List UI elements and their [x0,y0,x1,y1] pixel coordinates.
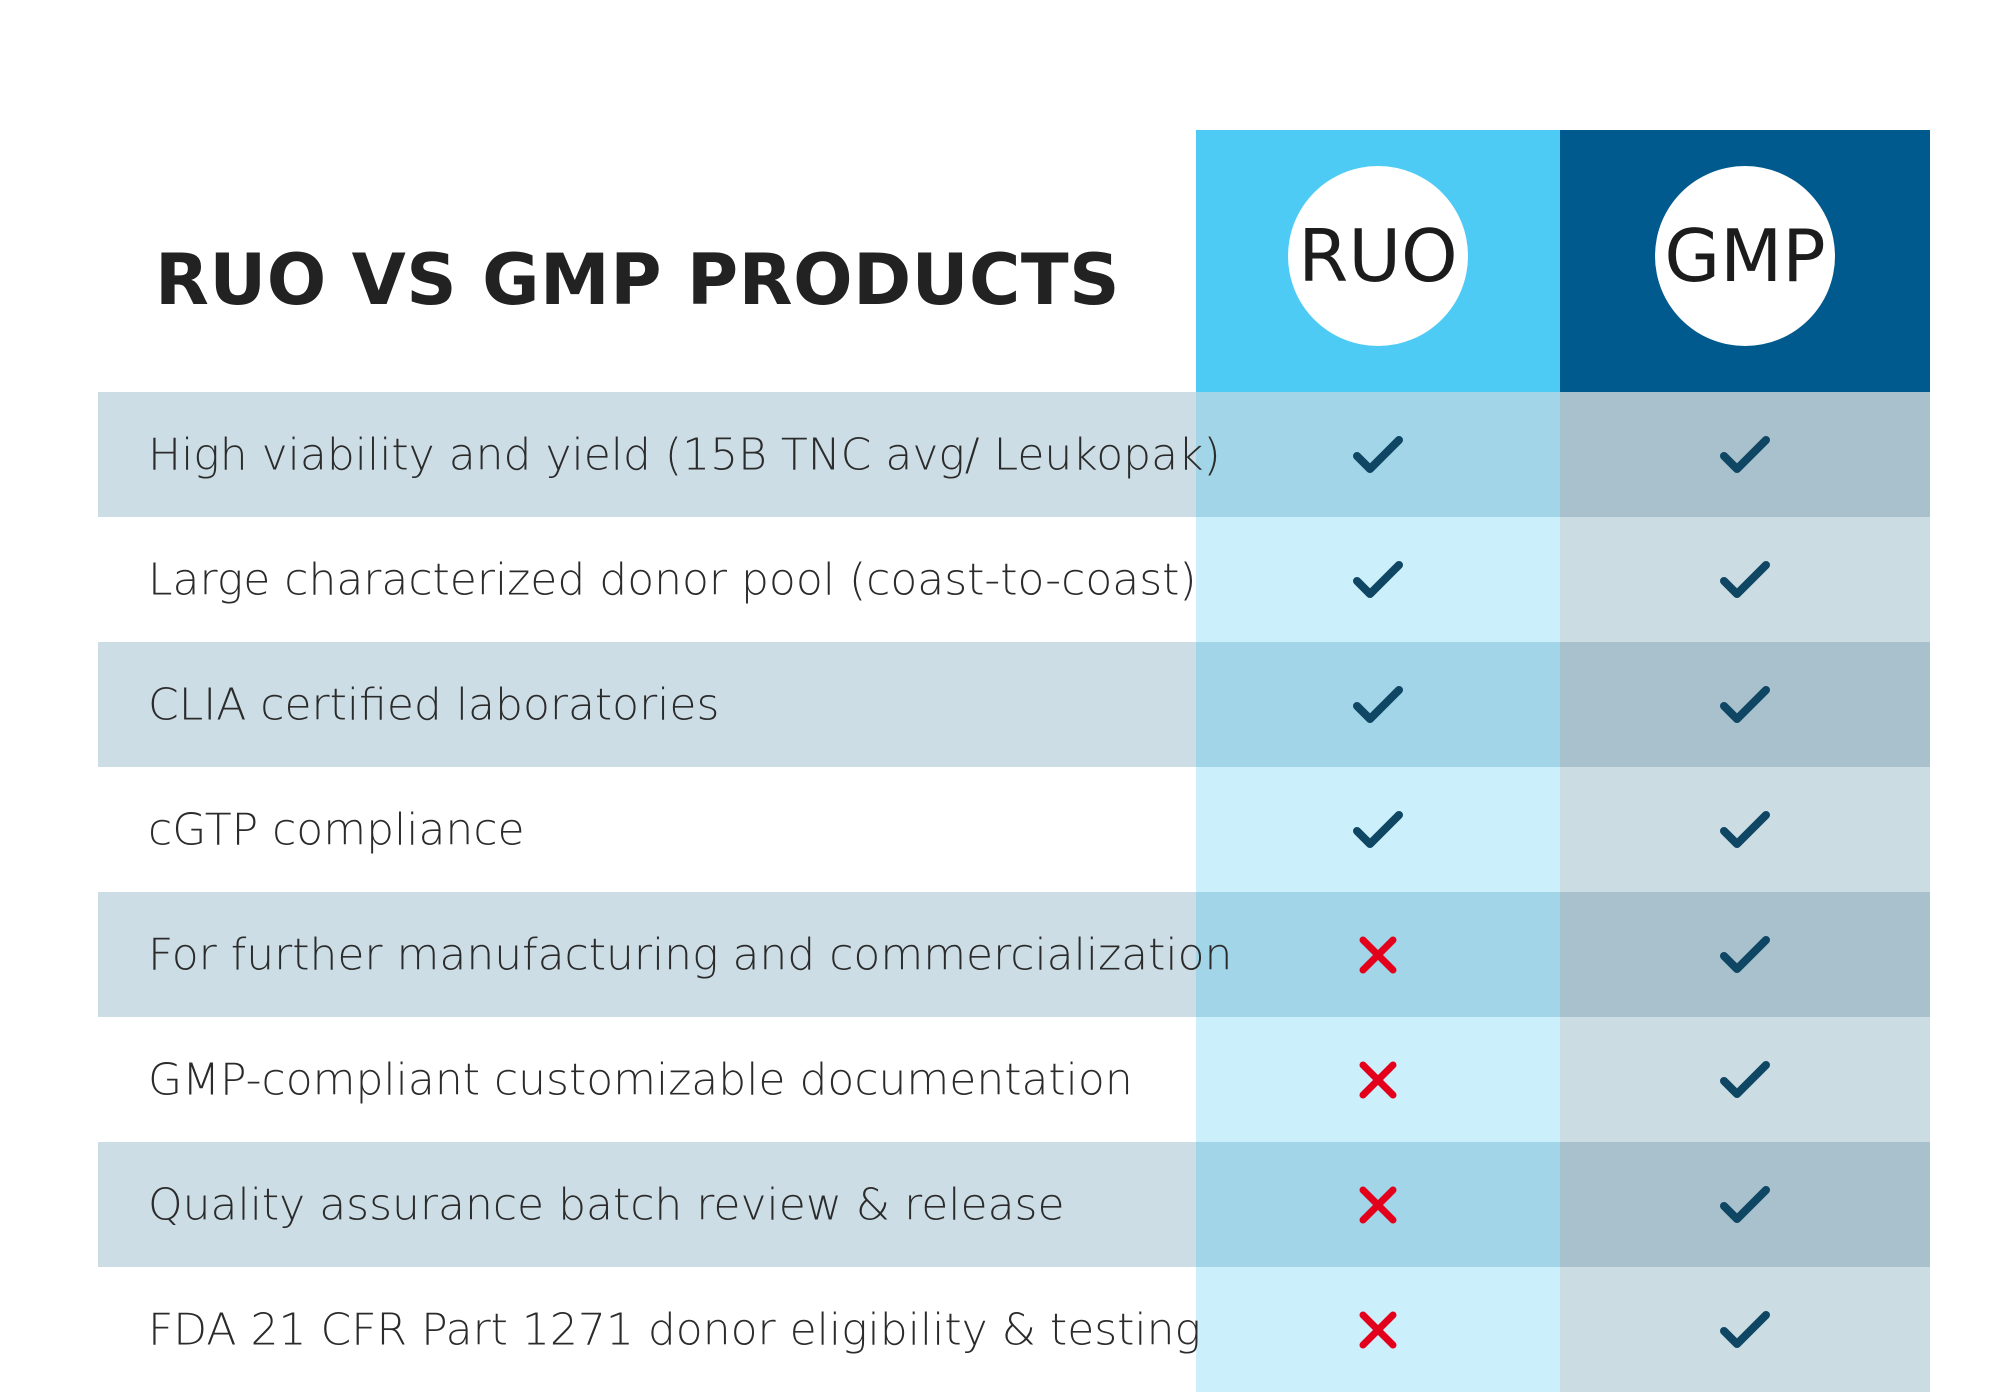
cross-icon [1358,935,1398,975]
feature-label: Large characterized donor pool (coast-to… [148,554,1197,605]
gmp-cell [1560,892,1930,1017]
table-row: High viability and yield (15B TNC avg/ L… [98,392,1930,517]
ruo-cell [1196,892,1560,1017]
check-icon [1353,560,1403,600]
table-row: FDA 21 CFR Part 1271 donor eligibility &… [98,1267,1930,1392]
feature-cell: For further manufacturing and commercial… [98,892,1232,1017]
feature-label: Quality assurance batch review & release [148,1179,1065,1230]
check-icon [1353,810,1403,850]
feature-label: For further manufacturing and commercial… [148,929,1233,980]
feature-cell: FDA 21 CFR Part 1271 donor eligibility &… [98,1267,1201,1392]
ruo-cell [1196,1142,1560,1267]
feature-label: cGTP compliance [148,804,525,855]
check-icon [1720,935,1770,975]
page-title: RUO VS GMP PRODUCTS [155,239,1121,321]
ruo-cell [1196,642,1560,767]
gmp-cell [1560,1142,1930,1267]
gmp-column-header: GMP [1560,130,1930,392]
gmp-cell [1560,642,1930,767]
ruo-cell [1196,517,1560,642]
feature-label: GMP-compliant customizable documentation [148,1054,1133,1105]
cross-icon [1358,1060,1398,1100]
table-row: Large characterized donor pool (coast-to… [98,517,1930,642]
ruo-column-header: RUO [1196,130,1560,392]
feature-cell: Quality assurance batch review & release [98,1142,1196,1267]
check-icon [1720,1060,1770,1100]
feature-label: CLIA certified laboratories [148,679,720,730]
check-icon [1720,810,1770,850]
feature-cell: Large characterized donor pool (coast-to… [98,517,1197,642]
feature-label: High viability and yield (15B TNC avg/ L… [148,429,1221,480]
ruo-cell [1196,1017,1560,1142]
feature-label: FDA 21 CFR Part 1271 donor eligibility &… [148,1304,1201,1355]
check-icon [1353,435,1403,475]
gmp-header-label: GMP [1664,214,1826,298]
check-icon [1720,1185,1770,1225]
table-row: GMP-compliant customizable documentation [98,1017,1930,1142]
feature-cell: CLIA certified laboratories [98,642,1196,767]
cross-icon [1358,1185,1398,1225]
check-icon [1720,1310,1770,1350]
comparison-table: High viability and yield (15B TNC avg/ L… [98,392,1930,1392]
gmp-cell [1560,392,1930,517]
cross-icon [1358,1310,1398,1350]
table-row: cGTP compliance [98,767,1930,892]
check-icon [1720,435,1770,475]
gmp-cell [1560,517,1930,642]
table-row: CLIA certified laboratories [98,642,1930,767]
feature-cell: GMP-compliant customizable documentation [98,1017,1196,1142]
gmp-cell [1560,1267,1930,1392]
check-icon [1353,685,1403,725]
feature-cell: High viability and yield (15B TNC avg/ L… [98,392,1221,517]
check-icon [1720,560,1770,600]
ruo-cell [1196,767,1560,892]
gmp-header-circle: GMP [1655,166,1835,346]
gmp-cell [1560,767,1930,892]
check-icon [1720,685,1770,725]
ruo-cell [1196,1267,1560,1392]
gmp-cell [1560,1017,1930,1142]
ruo-header-label: RUO [1298,214,1458,298]
feature-cell: cGTP compliance [98,767,1196,892]
ruo-header-circle: RUO [1288,166,1468,346]
table-row: For further manufacturing and commercial… [98,892,1930,1017]
ruo-cell [1196,392,1560,517]
table-row: Quality assurance batch review & release [98,1142,1930,1267]
